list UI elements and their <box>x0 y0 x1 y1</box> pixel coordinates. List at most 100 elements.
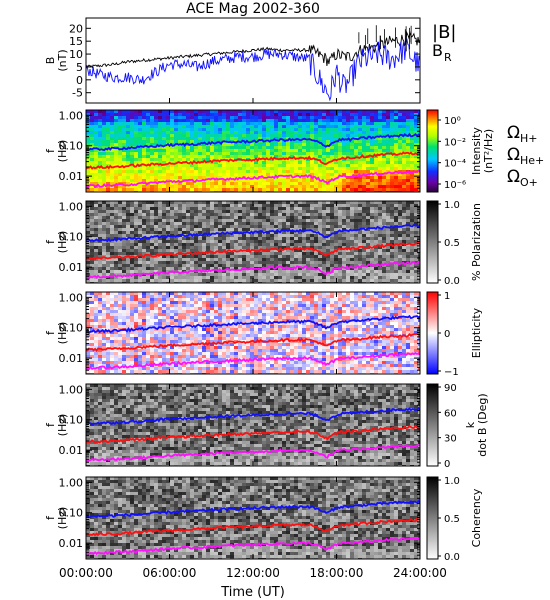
spectrogram-cell <box>354 204 358 207</box>
spectrogram-cell <box>290 243 294 246</box>
spectrogram-cell <box>410 131 414 134</box>
spectrogram-cell <box>190 125 194 128</box>
spectrogram-cell <box>178 231 182 234</box>
spectrogram-cell <box>174 237 178 240</box>
spectrogram-cell <box>170 246 174 249</box>
spectrogram-cell <box>378 270 382 273</box>
spectrogram-cell <box>398 234 402 237</box>
spectrogram-cell <box>342 273 346 276</box>
spectrogram-cell <box>294 116 298 119</box>
spectrogram-cell <box>250 170 254 173</box>
spectrogram-cell <box>254 219 258 222</box>
spectrogram-cell <box>410 237 414 240</box>
spectrogram-cell <box>170 131 174 134</box>
spectrogram-cell <box>418 201 420 204</box>
spectrogram-cell <box>186 185 190 188</box>
spectrogram-cell <box>326 216 330 219</box>
spectrogram-cell <box>330 231 334 234</box>
spectrogram-cell <box>242 110 246 113</box>
spectrogram-cell <box>194 237 198 240</box>
spectrogram-cell <box>198 140 202 143</box>
spectrogram-cell <box>314 155 318 158</box>
spectrogram-cell <box>194 222 198 225</box>
spectrogram-cell <box>314 219 318 222</box>
spectrogram-cell <box>266 113 270 116</box>
spectrogram-cell <box>310 143 314 146</box>
spectrogram-cell <box>162 140 166 143</box>
spectrogram-cell <box>250 252 254 255</box>
spectrogram-cell <box>346 167 350 170</box>
spectrogram-cell <box>182 149 186 152</box>
spectrogram-cell <box>198 204 202 207</box>
spectrogram-cell <box>86 343 90 346</box>
spectrogram-cell <box>370 237 374 240</box>
spectrogram-cell <box>102 358 106 361</box>
spectrogram-cell <box>178 155 182 158</box>
spectrogram-cell <box>146 161 150 164</box>
spectrogram-cell <box>354 134 358 137</box>
spectrogram-cell <box>318 140 322 143</box>
spectrogram-cell <box>106 216 110 219</box>
spectrogram-cell <box>106 116 110 119</box>
spectrogram-cell <box>414 161 418 164</box>
spectrogram-cell <box>274 188 278 191</box>
spectrogram-cell <box>170 243 174 246</box>
spectrogram-cell <box>306 270 310 273</box>
spectrogram-cell <box>274 185 278 188</box>
spectrogram-cell <box>238 243 242 246</box>
spectrogram-cell <box>110 225 114 228</box>
spectrogram-cell <box>122 258 126 261</box>
spectrogram-cell <box>342 167 346 170</box>
spectrogram-cell <box>194 243 198 246</box>
spectrogram-cell <box>250 228 254 231</box>
spectrogram-cell <box>86 337 90 340</box>
spectrogram-cell <box>250 219 254 222</box>
spectrogram-cell <box>246 255 250 258</box>
spectrogram-cell <box>226 204 230 207</box>
spectrogram-cell <box>410 164 414 167</box>
spectrogram-cell <box>386 164 390 167</box>
spectrogram-cell <box>414 201 418 204</box>
spectrogram-cell <box>262 134 266 137</box>
spectrogram-cell <box>102 334 106 337</box>
spectrogram-cell <box>282 170 286 173</box>
spectrogram-cell <box>378 261 382 264</box>
spectrogram-cell <box>90 161 94 164</box>
spectrogram-cell <box>386 119 390 122</box>
spectrogram-cell <box>138 249 142 252</box>
spectrogram-cell <box>106 252 110 255</box>
spectrogram-cell <box>334 167 338 170</box>
spectrogram-cell <box>150 270 154 273</box>
spectrogram-cell <box>194 188 198 191</box>
spectrogram-cell <box>398 143 402 146</box>
spectrogram-cell <box>190 158 194 161</box>
spectrogram-cell <box>222 152 226 155</box>
spectrogram-cell <box>350 140 354 143</box>
spectrogram-cell <box>206 185 210 188</box>
spectrogram-cell <box>246 228 250 231</box>
spectrogram-cell <box>354 279 358 282</box>
spectrogram-cell <box>110 119 114 122</box>
spectrogram-cell <box>266 179 270 182</box>
spectrogram-cell <box>290 179 294 182</box>
spectrogram-cell <box>290 207 294 210</box>
spectrogram-cell <box>346 279 350 282</box>
spectrogram-cell <box>142 125 146 128</box>
spectrogram-cell <box>334 258 338 261</box>
spectrogram-cell <box>146 270 150 273</box>
spectrogram-cell <box>354 261 358 264</box>
spectrogram-cell <box>114 222 118 225</box>
spectrogram-cell <box>238 137 242 140</box>
spectrogram-cell <box>110 182 114 185</box>
spectrogram-cell <box>354 219 358 222</box>
spectrogram-cell <box>98 316 102 319</box>
spectrogram-cell <box>362 258 366 261</box>
spectrogram-cell <box>374 188 378 191</box>
spectrogram-cell <box>334 170 338 173</box>
spectrogram-cell <box>210 273 214 276</box>
spectrogram-cell <box>286 149 290 152</box>
spectrogram-cell <box>238 179 242 182</box>
spectrogram-cell <box>342 185 346 188</box>
spectrogram-cell <box>138 173 142 176</box>
spectrogram-cell <box>110 331 114 334</box>
